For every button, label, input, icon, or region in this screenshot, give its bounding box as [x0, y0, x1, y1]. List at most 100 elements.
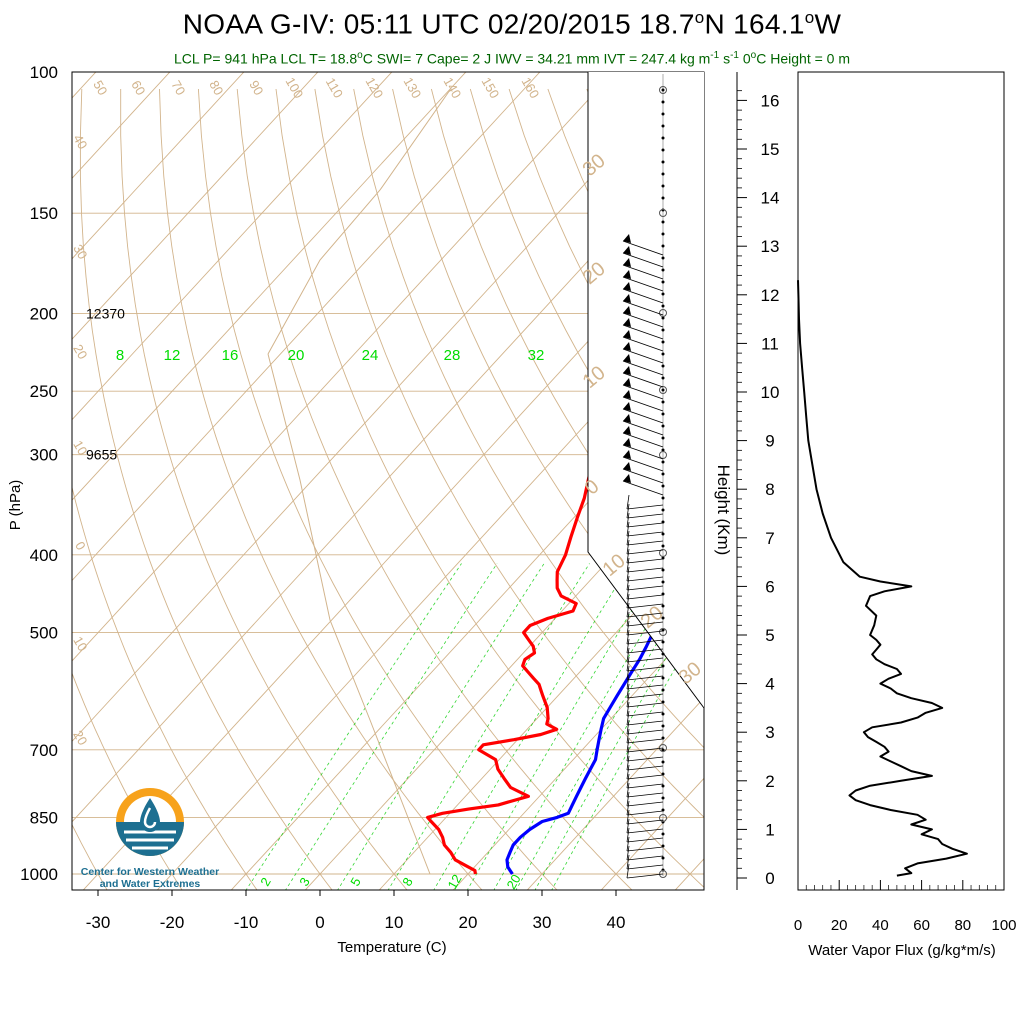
dry-adiabat-line [859, 89, 1024, 891]
dry-adiabat-label: 10 [70, 438, 90, 458]
wind-barb-feather [626, 701, 630, 717]
barb-dot [661, 448, 665, 452]
wind-barb [626, 801, 664, 807]
flux-tick-label: 100 [991, 917, 1016, 934]
barb-dot [661, 784, 665, 788]
height-tick-label: 15 [761, 140, 780, 159]
wind-barb-flag [623, 462, 631, 471]
flux-tick-label: 80 [954, 917, 971, 934]
barb-dot [661, 160, 665, 164]
wind-barb-feather [626, 818, 630, 834]
wind-barb-flag [623, 390, 631, 399]
wind-barb [626, 720, 664, 726]
dry-adiabat-label: 40 [70, 132, 90, 152]
barb-dot [661, 496, 665, 500]
wind-barb-feather [626, 827, 630, 843]
wind-barb [626, 594, 664, 600]
barb-dot [661, 292, 665, 296]
wind-barbs [622, 74, 667, 879]
wind-barb [626, 783, 664, 789]
barb-dot [661, 676, 665, 680]
isotherm-line [72, 72, 245, 260]
wind-barb-flag [623, 342, 631, 351]
height-tick-label: 13 [761, 237, 780, 256]
wind-barb [626, 540, 664, 546]
mixing-ratio-label: 12 [164, 347, 181, 364]
dry-adiabat-line [79, 88, 333, 890]
barb-dot [661, 100, 665, 104]
wind-barb-feather [626, 737, 630, 753]
barb-dot [661, 760, 665, 764]
height-tick-label: 0 [765, 869, 774, 888]
wind-barb [626, 513, 664, 519]
height-axis-label: Height (Km) [714, 465, 733, 556]
wind-barb [626, 837, 664, 843]
wind-barb-flag [623, 270, 631, 279]
barb-dot [661, 184, 665, 188]
temperature-tick-label: 40 [607, 913, 626, 932]
isotherm-line [526, 697, 704, 890]
mixing-ratio-label: 20 [288, 347, 305, 364]
wind-barb-flag [623, 474, 631, 483]
wind-barb-flag [623, 414, 631, 423]
mixing-ratio-label: 32 [528, 347, 545, 364]
wind-barb [626, 756, 664, 762]
mixing-ratio-line [466, 563, 661, 890]
wind-barb-flag [623, 378, 631, 387]
mixing-ratio-line [433, 563, 631, 890]
wind-barb [626, 549, 664, 555]
wind-barb-flag [623, 402, 631, 411]
barb-dot [661, 436, 665, 440]
dry-adiabat-label: 80 [206, 78, 226, 98]
isotherm-line [0, 54, 38, 891]
isotherm-line [82, 214, 704, 890]
mixing-ratio-label: 20 [503, 872, 523, 892]
pressure-tick-label: 700 [30, 741, 58, 760]
flux-tick-label: 20 [831, 917, 848, 934]
barb-dot [661, 376, 665, 380]
cw3e-logo: Center for Western Weather and Water Extr… [70, 782, 230, 892]
dry-adiabat-line [72, 823, 108, 890]
barb-dot [661, 544, 665, 548]
isotherm-line [72, 72, 97, 99]
dry-adiabat-line [353, 88, 704, 749]
isotherm-line [72, 72, 689, 743]
wind-barb-flag [623, 354, 631, 363]
dry-adiabat-line [820, 89, 1024, 891]
barb-dot [661, 124, 665, 128]
wind-barb-flag [623, 258, 631, 267]
wind-barb [622, 312, 664, 328]
wind-barb-feather [626, 602, 630, 618]
wind-barb [626, 747, 664, 753]
isotherm-line [72, 72, 393, 421]
wind-barb [622, 264, 664, 280]
geopotential-height-label: 9655 [86, 447, 117, 463]
temperature-axis-label: Temperature (C) [337, 939, 446, 956]
mixing-ratio-label: 16 [222, 347, 239, 364]
flux-axis-label: Water Vapor Flux (g/kg*m/s) [808, 942, 996, 959]
height-tick-label: 8 [765, 480, 774, 499]
dry-adiabat-label: 160 [519, 75, 543, 101]
wind-barb-feather [626, 755, 630, 771]
temperature-tick-label: 20 [459, 913, 478, 932]
mixing-ratio-label: 28 [444, 347, 461, 364]
wind-barb [626, 702, 664, 708]
wind-barb [626, 711, 664, 717]
dry-adiabat-label: 140 [441, 75, 465, 101]
wind-barb-feather [626, 854, 630, 870]
barb-dot [661, 352, 665, 356]
isotherm-line [72, 72, 541, 582]
pressure-tick-label: 250 [30, 382, 58, 401]
temperature-tick-label: -30 [86, 913, 111, 932]
dry-adiabat-line [314, 88, 704, 818]
mixing-ratio-label: 8 [116, 347, 124, 364]
height-tick-label: 5 [765, 626, 774, 645]
mixing-ratio-label: 8 [399, 875, 416, 889]
pressure-tick-label: 500 [30, 624, 58, 643]
isotherm-line [748, 54, 1024, 891]
isotherm-line [72, 72, 467, 501]
wind-barb [622, 432, 664, 448]
barb-dot [661, 220, 665, 224]
dry-adiabat-line [430, 88, 704, 610]
